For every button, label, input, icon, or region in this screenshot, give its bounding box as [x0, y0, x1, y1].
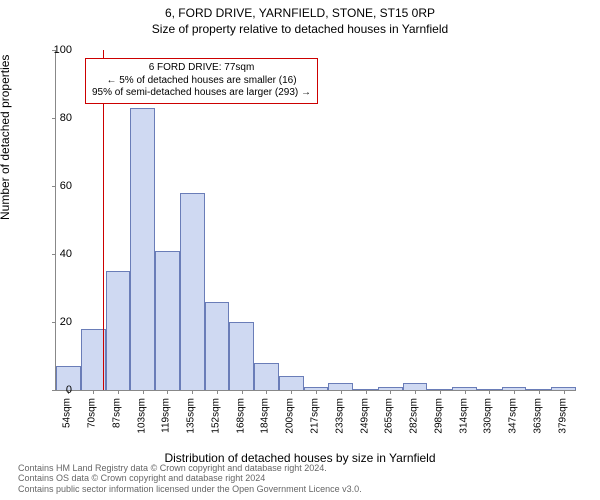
x-tick-label: 330sqm: [483, 398, 494, 434]
annotation-box: 6 FORD DRIVE: 77sqm← 5% of detached hous…: [85, 58, 318, 104]
x-tick: [266, 390, 267, 394]
footer-line1: Contains HM Land Registry data © Crown c…: [18, 463, 362, 474]
y-tick: [52, 186, 56, 187]
histogram-bar: [403, 383, 428, 390]
x-tick-label: 54sqm: [62, 398, 73, 428]
x-tick: [118, 390, 119, 394]
x-tick: [539, 390, 540, 394]
histogram-bar: [254, 363, 279, 390]
histogram-bar: [502, 387, 527, 390]
y-tick-label: 80: [60, 112, 72, 124]
x-tick: [440, 390, 441, 394]
histogram-bar: [130, 108, 155, 390]
x-tick: [242, 390, 243, 394]
x-tick: [415, 390, 416, 394]
y-tick-label: 40: [60, 248, 72, 260]
x-tick-label: 168sqm: [235, 398, 246, 434]
x-tick-label: 265sqm: [384, 398, 395, 434]
x-tick-label: 70sqm: [87, 398, 98, 428]
x-tick: [93, 390, 94, 394]
x-tick-label: 103sqm: [136, 398, 147, 434]
x-tick-label: 152sqm: [210, 398, 221, 434]
histogram-bar: [378, 387, 403, 390]
histogram-bar: [279, 376, 304, 390]
x-tick: [390, 390, 391, 394]
y-tick-label: 60: [60, 180, 72, 192]
histogram-bar: [205, 302, 230, 390]
histogram-bar: [328, 383, 353, 390]
annotation-line3: 95% of semi-detached houses are larger (…: [92, 87, 311, 100]
x-tick-label: 135sqm: [186, 398, 197, 434]
histogram-bar: [155, 251, 180, 390]
histogram-bar: [551, 387, 576, 390]
x-tick: [489, 390, 490, 394]
x-tick-label: 249sqm: [359, 398, 370, 434]
x-tick: [564, 390, 565, 394]
histogram-bar: [106, 271, 131, 390]
y-tick: [52, 390, 56, 391]
y-tick: [52, 322, 56, 323]
histogram-bar: [229, 322, 254, 390]
x-tick-label: 314sqm: [458, 398, 469, 434]
chart-container: 6, FORD DRIVE, YARNFIELD, STONE, ST15 0R…: [0, 0, 600, 500]
x-tick-label: 233sqm: [334, 398, 345, 434]
x-tick: [167, 390, 168, 394]
x-tick-label: 298sqm: [433, 398, 444, 434]
annotation-line1: 6 FORD DRIVE: 77sqm: [92, 62, 311, 75]
y-axis-label: Number of detached properties: [0, 55, 12, 220]
y-tick: [52, 118, 56, 119]
x-tick: [291, 390, 292, 394]
x-tick-label: 282sqm: [409, 398, 420, 434]
y-tick-label: 100: [54, 44, 72, 56]
histogram-bar: [180, 193, 205, 390]
histogram-bar: [304, 387, 329, 390]
x-tick-label: 347sqm: [508, 398, 519, 434]
footer-line2: Contains OS data © Crown copyright and d…: [18, 473, 362, 484]
x-tick: [316, 390, 317, 394]
histogram-bar: [526, 389, 551, 390]
x-tick-label: 379sqm: [557, 398, 568, 434]
histogram-bar: [81, 329, 106, 390]
x-tick: [143, 390, 144, 394]
y-tick: [52, 254, 56, 255]
annotation-line2: ← 5% of detached houses are smaller (16): [92, 75, 311, 88]
histogram-bar: [452, 387, 477, 390]
chart-title-line2: Size of property relative to detached ho…: [0, 22, 600, 36]
x-tick: [192, 390, 193, 394]
x-tick-label: 119sqm: [161, 398, 172, 433]
x-tick: [217, 390, 218, 394]
x-tick: [341, 390, 342, 394]
chart-title-line1: 6, FORD DRIVE, YARNFIELD, STONE, ST15 0R…: [0, 0, 600, 22]
x-tick-label: 217sqm: [310, 398, 321, 434]
y-tick-label: 20: [60, 316, 72, 328]
x-tick-label: 87sqm: [111, 398, 122, 428]
x-tick: [465, 390, 466, 394]
histogram-bar: [353, 389, 378, 390]
x-tick-label: 363sqm: [532, 398, 543, 434]
footer-text: Contains HM Land Registry data © Crown c…: [18, 463, 362, 495]
y-tick-label: 0: [66, 384, 72, 396]
histogram-bar: [477, 389, 502, 390]
x-tick-label: 200sqm: [285, 398, 296, 434]
x-tick-label: 184sqm: [260, 398, 271, 434]
footer-line3: Contains public sector information licen…: [18, 484, 362, 495]
histogram-bar: [427, 389, 452, 390]
x-tick: [514, 390, 515, 394]
x-tick: [366, 390, 367, 394]
